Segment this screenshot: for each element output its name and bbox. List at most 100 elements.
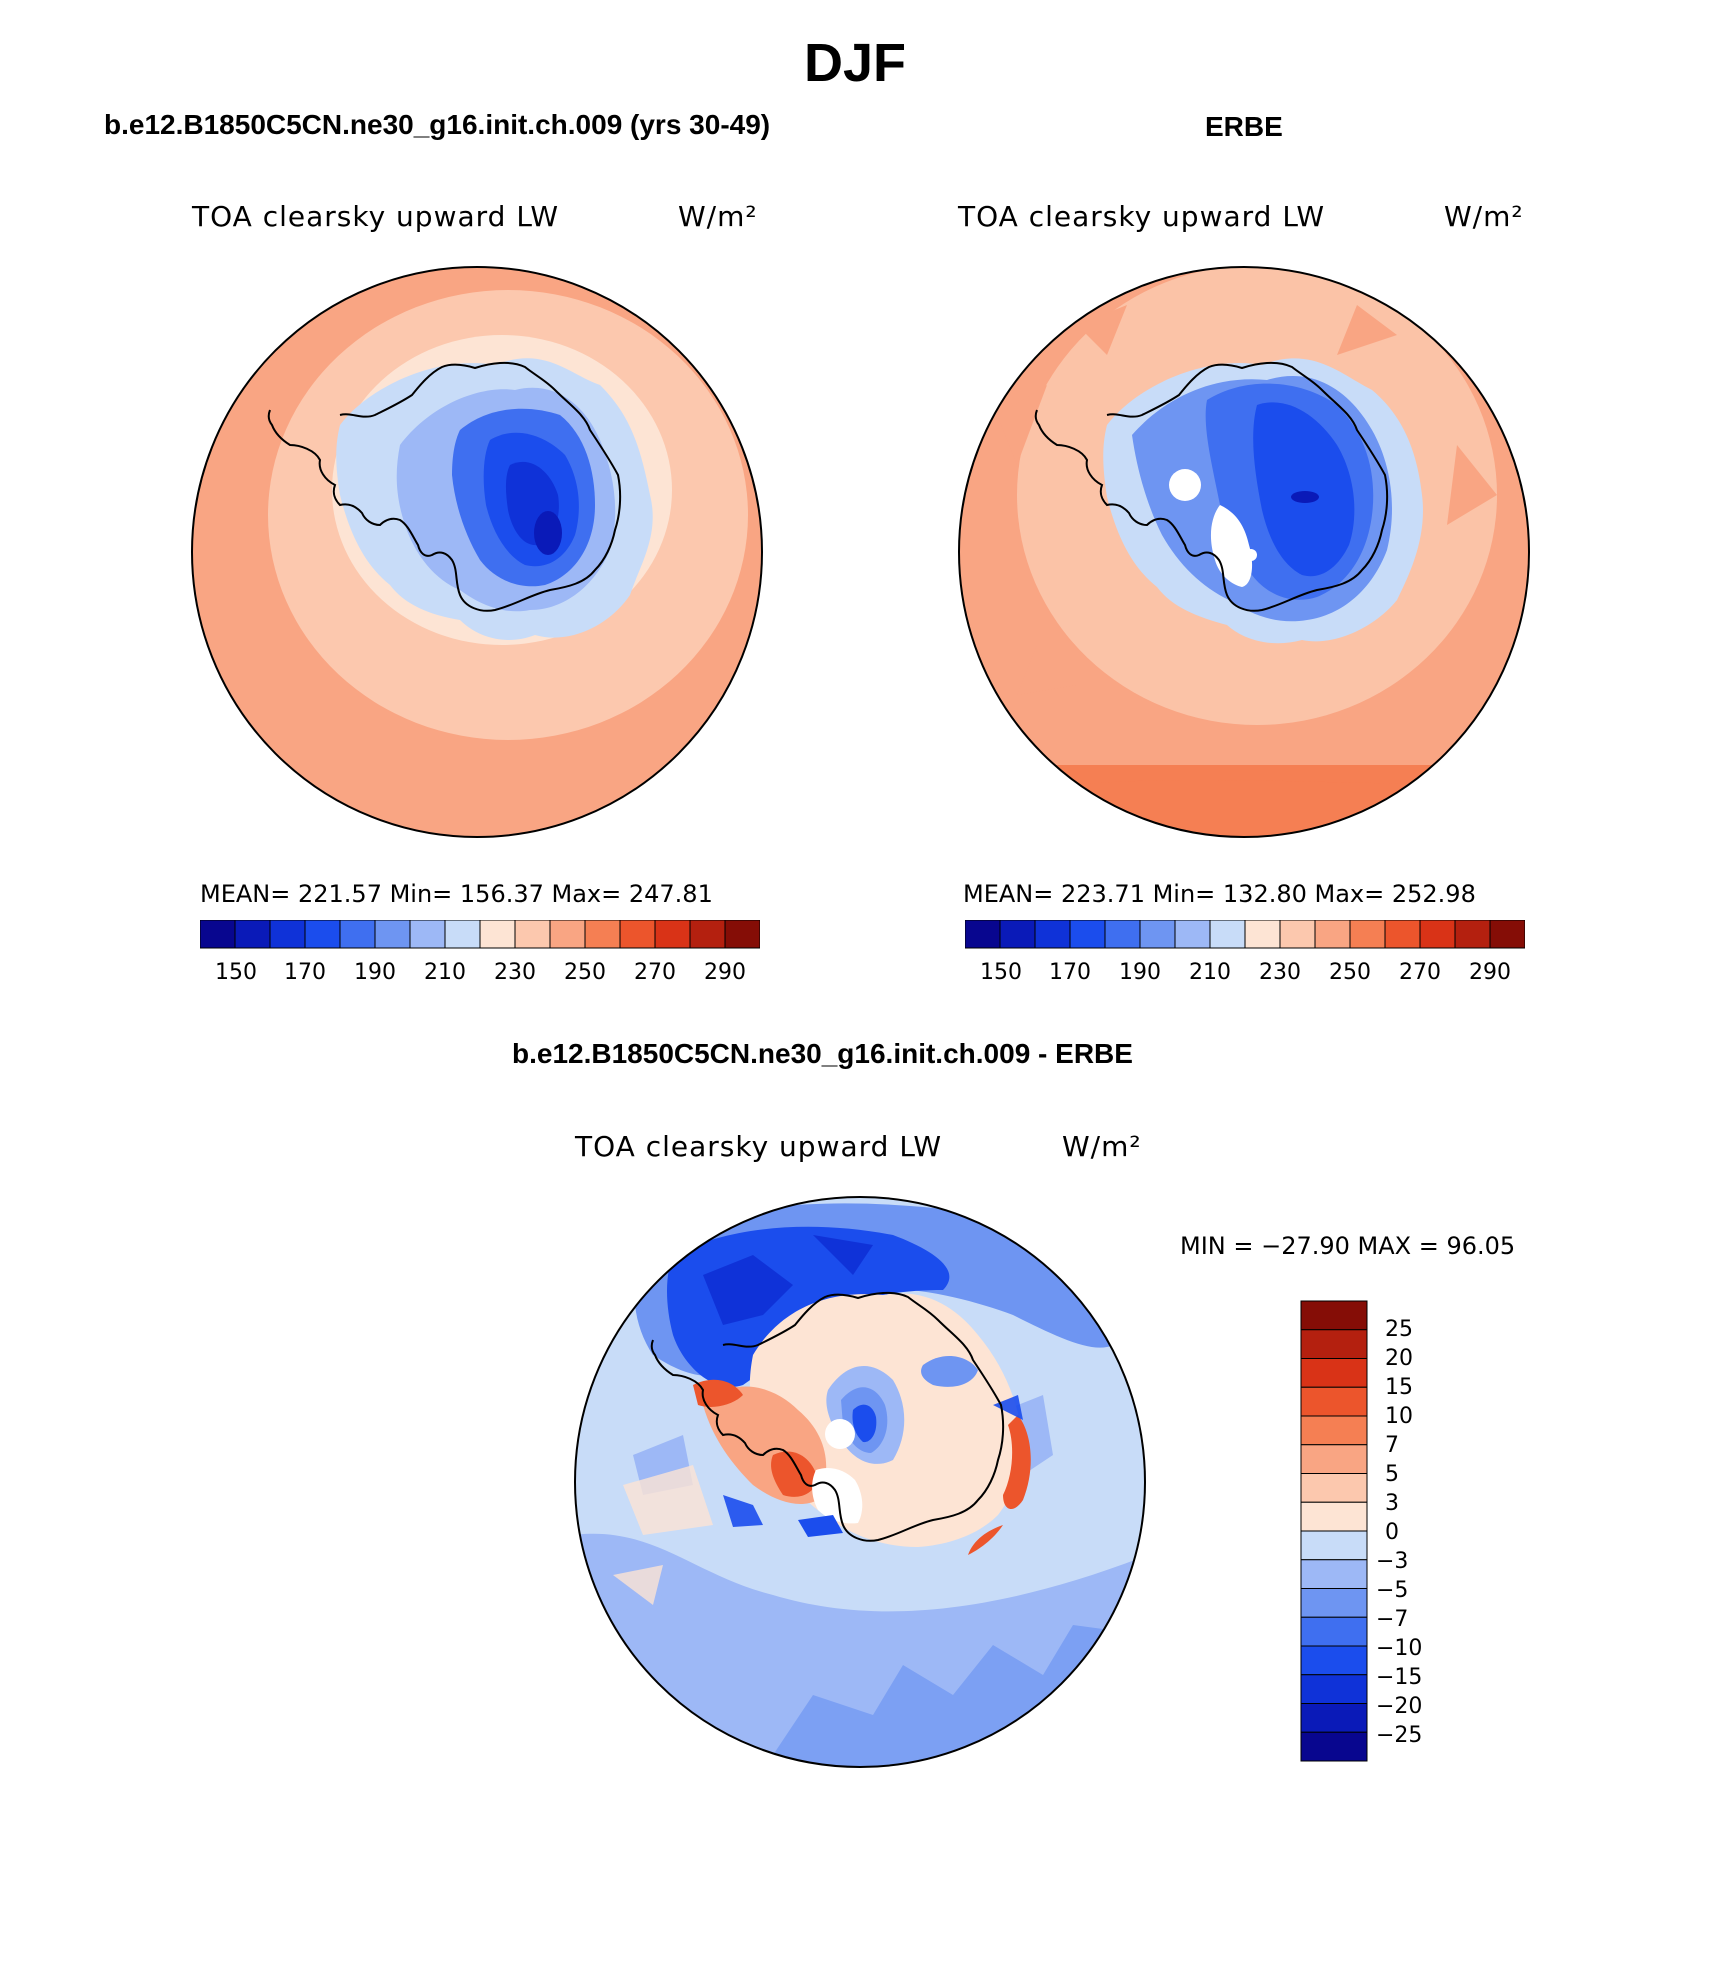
- colorbar-tick: 250: [1329, 960, 1371, 985]
- colorbar-swatch: [1300, 1329, 1368, 1359]
- colorbar-tick: 230: [1259, 960, 1301, 985]
- colorbar-tick: −10: [1376, 1636, 1423, 1661]
- panel-diff-variable: TOA clearsky upward LW: [575, 1130, 943, 1163]
- colorbar-tick: 290: [1469, 960, 1511, 985]
- colorbar-swatch: [304, 920, 341, 949]
- colorbar-swatch: [619, 920, 656, 949]
- panel-model-colorbar-ticks: 150 170 190 210 230 250 270 290: [200, 960, 760, 990]
- colorbar-swatch: [549, 920, 586, 949]
- colorbar-tick: 25: [1385, 1317, 1413, 1342]
- colorbar-swatch: [1300, 1386, 1368, 1417]
- panel-obs-units: W/m²: [1444, 200, 1524, 233]
- colorbar-swatch: [1300, 1616, 1368, 1647]
- colorbar-tick: 250: [564, 960, 606, 985]
- colorbar-swatch: [514, 920, 551, 949]
- colorbar-tick: 0: [1385, 1520, 1399, 1545]
- colorbar-swatch: [654, 920, 691, 949]
- colorbar-tick: 7: [1385, 1433, 1399, 1458]
- colorbar-tick: 270: [1399, 960, 1441, 985]
- panel-diff-map: [574, 1196, 1146, 1768]
- panel-diff-title: b.e12.B1850C5CN.ne30_g16.init.ch.009 - E…: [512, 1038, 1133, 1069]
- colorbar-swatch: [1300, 1703, 1368, 1733]
- colorbar-swatch: [1300, 1444, 1368, 1474]
- colorbar-tick: −3: [1376, 1549, 1409, 1574]
- panel-obs-variable: TOA clearsky upward LW: [958, 200, 1326, 233]
- panel-obs-map: [958, 266, 1530, 838]
- panel-obs-title: ERBE: [1205, 111, 1283, 142]
- panel-diff-colorbar: [1300, 1300, 1368, 1762]
- colorbar-tick: 15: [1385, 1375, 1413, 1400]
- panel-obs-colorbar-ticks: 150 170 190 210 230 250 270 290: [965, 960, 1525, 990]
- colorbar-swatch: [1139, 920, 1176, 949]
- panel-model-colorbar: [200, 920, 760, 949]
- colorbar-tick: 290: [704, 960, 746, 985]
- colorbar-tick: 150: [980, 960, 1022, 985]
- colorbar-tick: −15: [1376, 1665, 1423, 1690]
- colorbar-swatch: [1300, 1731, 1368, 1762]
- colorbar-tick: 210: [1189, 960, 1231, 985]
- colorbar-swatch: [1489, 920, 1525, 949]
- panel-model-map: [191, 266, 763, 838]
- page-title: DJF: [803, 33, 906, 93]
- colorbar-tick: 270: [634, 960, 676, 985]
- panel-obs-colorbar: [965, 920, 1525, 949]
- colorbar-tick: 3: [1385, 1491, 1399, 1516]
- colorbar-tick: 190: [1119, 960, 1161, 985]
- colorbar-tick: −20: [1376, 1694, 1423, 1719]
- colorbar-tick: −5: [1376, 1578, 1409, 1603]
- colorbar-tick: 20: [1385, 1346, 1413, 1371]
- colorbar-swatch: [1300, 1501, 1368, 1532]
- colorbar-swatch: [1300, 1415, 1368, 1446]
- panel-model-title: b.e12.B1850C5CN.ne30_g16.init.ch.009 (yr…: [104, 109, 771, 140]
- colorbar-swatch: [965, 920, 1001, 949]
- colorbar-swatch: [1300, 1358, 1368, 1388]
- panel-model-stats: MEAN= 221.57 Min= 156.37 Max= 247.81: [200, 880, 713, 908]
- colorbar-tick: 210: [424, 960, 466, 985]
- colorbar-swatch: [234, 920, 271, 949]
- colorbar-tick: 150: [215, 960, 257, 985]
- colorbar-swatch: [584, 920, 621, 949]
- colorbar-swatch: [1300, 1588, 1368, 1618]
- colorbar-swatch: [1279, 920, 1316, 949]
- colorbar-swatch: [1174, 920, 1211, 949]
- colorbar-tick: 190: [354, 960, 396, 985]
- colorbar-swatch: [1300, 1559, 1368, 1589]
- colorbar-swatch: [339, 920, 376, 949]
- panel-diff-colorbar-ticks: 25 20 15 10 7 5 3 0 −3 −5 −7 −10 −15 −20…: [1376, 1300, 1500, 1762]
- colorbar-swatch: [1454, 920, 1491, 949]
- colorbar-swatch: [444, 920, 481, 949]
- colorbar-swatch: [1300, 1473, 1368, 1503]
- colorbar-swatch: [1349, 920, 1386, 949]
- colorbar-swatch: [1034, 920, 1071, 949]
- colorbar-swatch: [374, 920, 411, 949]
- colorbar-tick: −25: [1376, 1723, 1423, 1748]
- colorbar-swatch: [1300, 1674, 1368, 1704]
- colorbar-tick: 230: [494, 960, 536, 985]
- panel-model-variable: TOA clearsky upward LW: [192, 200, 560, 233]
- colorbar-swatch: [269, 920, 306, 949]
- colorbar-swatch: [1384, 920, 1421, 949]
- panel-diff-units: W/m²: [1062, 1130, 1142, 1163]
- colorbar-swatch: [200, 920, 236, 949]
- colorbar-tick: 170: [1049, 960, 1091, 985]
- colorbar-swatch: [479, 920, 516, 949]
- panel-diff-stats: MIN = −27.90 MAX = 96.05: [1180, 1232, 1516, 1260]
- colorbar-tick: 10: [1385, 1404, 1413, 1429]
- colorbar-swatch: [999, 920, 1036, 949]
- colorbar-tick: −7: [1376, 1607, 1409, 1632]
- colorbar-swatch: [1069, 920, 1106, 949]
- panel-obs-stats: MEAN= 223.71 Min= 132.80 Max= 252.98: [963, 880, 1476, 908]
- colorbar-swatch: [409, 920, 446, 949]
- colorbar-swatch: [724, 920, 760, 949]
- colorbar-tick: 170: [284, 960, 326, 985]
- colorbar-swatch: [1300, 1645, 1368, 1676]
- panel-model-units: W/m²: [678, 200, 758, 233]
- colorbar-tick: 5: [1385, 1462, 1399, 1487]
- colorbar-swatch: [1300, 1530, 1368, 1561]
- colorbar-swatch: [1244, 920, 1281, 949]
- colorbar-swatch: [689, 920, 726, 949]
- colorbar-swatch: [1104, 920, 1141, 949]
- colorbar-swatch: [1300, 1300, 1368, 1331]
- colorbar-swatch: [1314, 920, 1351, 949]
- colorbar-swatch: [1419, 920, 1456, 949]
